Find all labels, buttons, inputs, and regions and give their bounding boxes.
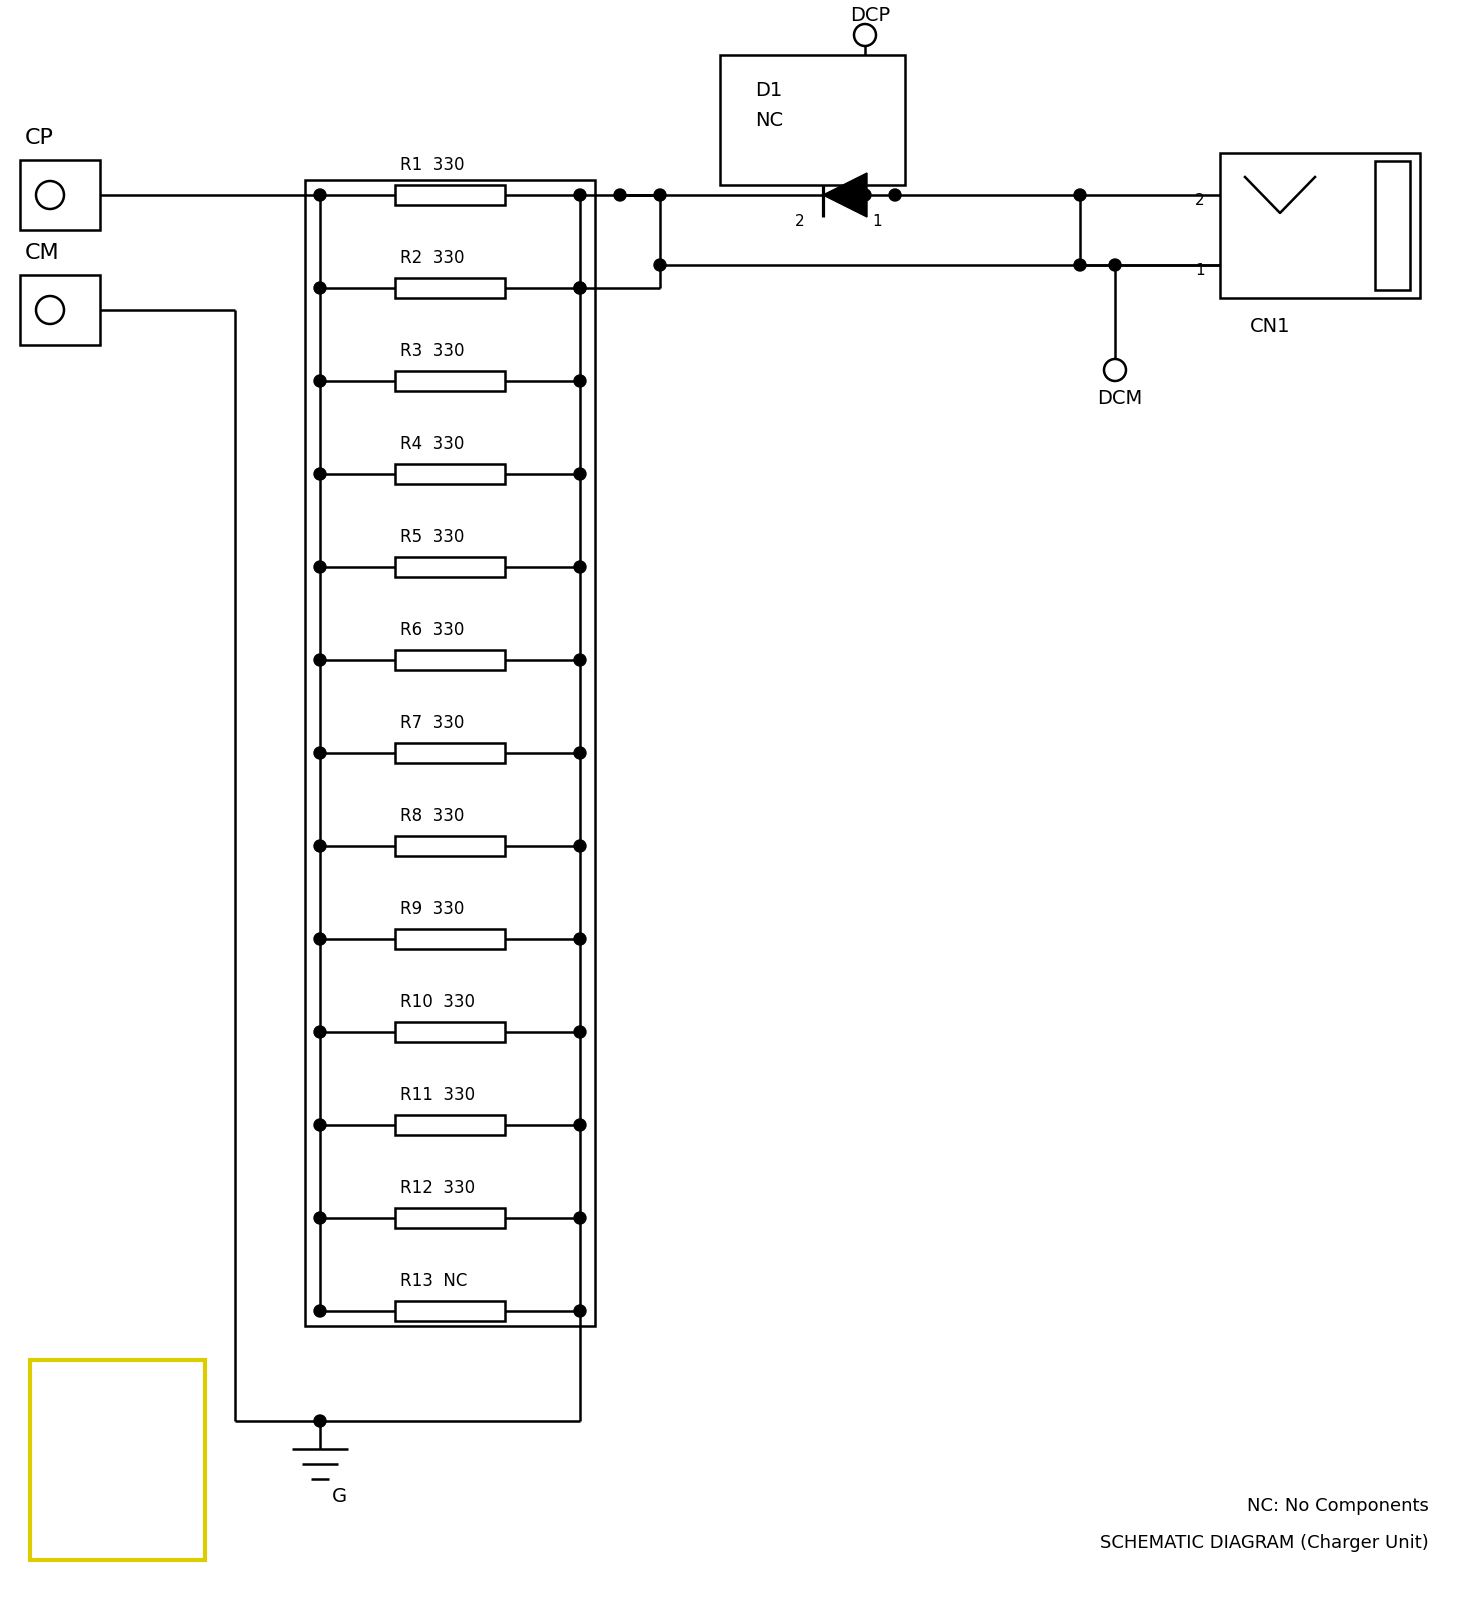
- Text: 1: 1: [1195, 263, 1204, 277]
- Text: R3  330: R3 330: [399, 343, 464, 360]
- Bar: [395, 371, 506, 391]
- Bar: [395, 650, 506, 669]
- Text: DCP: DCP: [850, 5, 890, 24]
- Text: NC: NC: [755, 110, 783, 130]
- Circle shape: [573, 282, 587, 295]
- Text: D1: D1: [755, 80, 783, 99]
- Text: R12  330: R12 330: [399, 1178, 475, 1198]
- Bar: [395, 1302, 506, 1321]
- Circle shape: [1075, 189, 1086, 202]
- Text: DCM: DCM: [1097, 389, 1142, 408]
- Circle shape: [573, 282, 587, 295]
- Text: G: G: [332, 1486, 346, 1505]
- Text: CM: CM: [25, 243, 59, 263]
- Circle shape: [573, 841, 587, 852]
- Bar: [395, 1114, 506, 1135]
- Circle shape: [654, 259, 666, 271]
- Text: R6  330: R6 330: [399, 621, 464, 639]
- Circle shape: [573, 933, 587, 945]
- Circle shape: [314, 189, 326, 202]
- Text: CP: CP: [25, 128, 55, 147]
- Circle shape: [314, 1212, 326, 1225]
- Bar: [719, 54, 905, 186]
- Bar: [1220, 154, 1419, 298]
- Bar: [395, 1209, 506, 1228]
- Circle shape: [573, 375, 587, 387]
- Bar: [395, 279, 506, 298]
- Circle shape: [314, 1026, 326, 1037]
- Text: R9  330: R9 330: [399, 900, 464, 917]
- Text: R4  330: R4 330: [399, 435, 464, 453]
- Bar: [395, 464, 506, 484]
- Text: R2  330: R2 330: [399, 250, 464, 267]
- Circle shape: [573, 189, 587, 202]
- Bar: [395, 836, 506, 857]
- Text: R10  330: R10 330: [399, 993, 475, 1010]
- Bar: [395, 557, 506, 576]
- Bar: [21, 275, 100, 344]
- Circle shape: [314, 653, 326, 666]
- Circle shape: [573, 1119, 587, 1130]
- Circle shape: [615, 189, 626, 202]
- Circle shape: [314, 467, 326, 480]
- Circle shape: [314, 933, 326, 945]
- Text: R8  330: R8 330: [399, 807, 464, 825]
- Circle shape: [314, 1305, 326, 1318]
- Text: R1  330: R1 330: [399, 155, 464, 175]
- Bar: [395, 186, 506, 205]
- Circle shape: [314, 748, 326, 759]
- Bar: [1375, 162, 1411, 290]
- Circle shape: [314, 841, 326, 852]
- Text: R5  330: R5 330: [399, 528, 464, 546]
- Bar: [29, 1359, 205, 1559]
- Circle shape: [859, 189, 871, 202]
- Bar: [395, 929, 506, 949]
- Circle shape: [573, 467, 587, 480]
- Circle shape: [654, 189, 666, 202]
- Polygon shape: [822, 173, 867, 218]
- Circle shape: [314, 1415, 326, 1426]
- Text: NC: No Components: NC: No Components: [1247, 1497, 1428, 1515]
- Bar: [305, 179, 595, 1326]
- Circle shape: [1108, 259, 1122, 271]
- Circle shape: [889, 189, 901, 202]
- Circle shape: [573, 1026, 587, 1037]
- Circle shape: [314, 560, 326, 573]
- Circle shape: [314, 1119, 326, 1130]
- Text: R7  330: R7 330: [399, 714, 464, 732]
- Circle shape: [314, 375, 326, 387]
- Text: R13  NC: R13 NC: [399, 1273, 467, 1290]
- Text: 1: 1: [873, 213, 881, 229]
- Circle shape: [314, 282, 326, 295]
- Bar: [395, 743, 506, 764]
- Bar: [21, 160, 100, 231]
- Text: SCHEMATIC DIAGRAM (Charger Unit): SCHEMATIC DIAGRAM (Charger Unit): [1100, 1534, 1428, 1551]
- Circle shape: [573, 560, 587, 573]
- Circle shape: [573, 653, 587, 666]
- Bar: [395, 1021, 506, 1042]
- Circle shape: [573, 748, 587, 759]
- Text: R11  330: R11 330: [399, 1085, 475, 1105]
- Text: 2: 2: [1195, 192, 1204, 208]
- Circle shape: [573, 1212, 587, 1225]
- Text: 2: 2: [794, 213, 805, 229]
- Circle shape: [1075, 259, 1086, 271]
- Circle shape: [573, 1305, 587, 1318]
- Text: CN1: CN1: [1250, 317, 1291, 336]
